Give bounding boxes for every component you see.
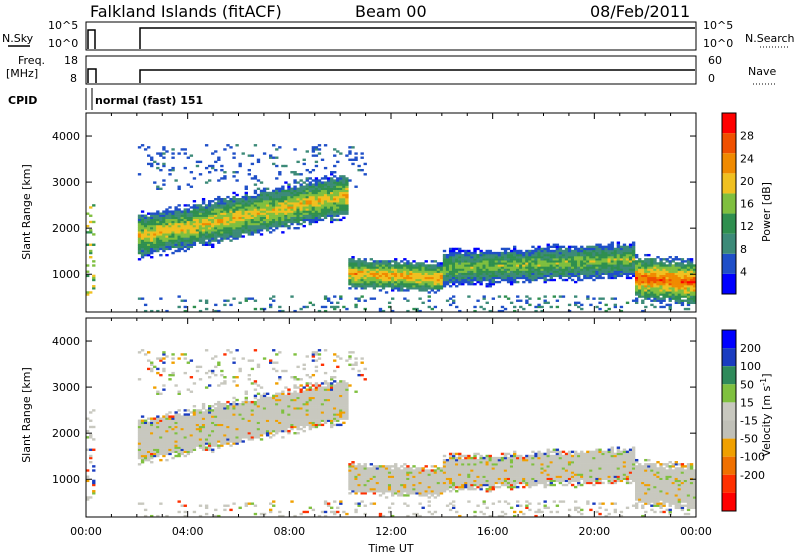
y-tick-label: 3000 [52,176,80,189]
colorbar-swatch [722,113,736,134]
power-colorbar-tick: 12 [740,220,754,233]
x-tick-label: 20:00 [578,525,610,538]
colorbar-swatch [722,133,736,154]
freq-label-2: [MHz] [6,67,38,80]
velocity-colorbar-tick: -100 [740,451,765,464]
velocity-ylabel: Slant Range [km] [20,367,33,463]
nsky-tick-top: 10^5 [48,19,78,32]
colorbar-swatch [722,253,736,274]
nsky-panel-frame [85,21,697,51]
colorbar-swatch [722,420,736,439]
power-heatmap [86,144,697,313]
colorbar-swatch [722,456,736,475]
power-colorbar: 4 8 12 16 20 24 28 [721,112,754,295]
power-ylabel: Slant Range [km] [20,164,33,260]
freq-label-1: Freq. [18,54,45,67]
freq-panel-frame [85,55,697,85]
colorbar-swatch [722,330,736,349]
nsearch-tick-bottom: 10^0 [703,37,733,50]
power-colorbar-tick: 16 [740,198,754,211]
x-tick-label: 12:00 [375,525,407,538]
nsky-trace [87,27,695,49]
nsearch-tick-top: 10^5 [703,19,733,32]
velocity-colorbar-tick: 15 [740,396,754,409]
freq-trace [87,68,695,83]
power-colorbar-tick: 28 [740,130,754,143]
x-tick-label: 16:00 [477,525,509,538]
y-tick-label: 1000 [52,268,80,281]
nsky-label: N.Sky [2,32,34,45]
nave-tick-top: 60 [708,54,722,67]
colorbar-swatch [722,153,736,174]
x-tick-label: 08:00 [273,525,305,538]
velocity-colorbar-tick: -200 [740,469,765,482]
y-tick-label: 2000 [52,222,80,235]
y-tick-label: 1000 [52,473,80,486]
colorbar-swatch [722,402,736,421]
x-tick-label: 00:00 [680,525,712,538]
power-colorbar-label: Power [dB] [760,182,773,242]
velocity-colorbar-tick: -50 [740,433,758,446]
colorbar-swatch [722,273,736,294]
y-tick-label: 4000 [52,130,80,143]
cpid-label: CPID [8,94,37,107]
x-tick-label: 00:00 [70,525,102,538]
x-axis-label: Time UT [367,542,413,554]
power-colorbar-tick: 20 [740,175,754,188]
colorbar-swatch [722,193,736,214]
colorbar-swatch [722,384,736,403]
nsearch-label: N.Search [745,32,795,45]
colorbar-swatch [722,213,736,234]
velocity-heatmap [86,349,697,518]
velocity-colorbar-tick: 200 [740,342,761,355]
date-title: 08/Feb/2011 [590,2,690,21]
x-tick-label: 04:00 [172,525,204,538]
power-colorbar-tick: 4 [740,265,747,278]
colorbar-swatch [722,173,736,194]
freq-tick-top: 18 [64,54,78,67]
y-tick-label: 2000 [52,427,80,440]
colorbar-swatch [722,366,736,385]
freq-tick-bottom: 8 [70,72,77,85]
power-colorbar-tick: 8 [740,243,747,256]
velocity-colorbar-tick: -15 [740,415,758,428]
colorbar-swatch [722,438,736,457]
velocity-colorbar-tick: 50 [740,378,754,391]
nave-tick-bottom: 0 [708,72,715,85]
colorbar-swatch [722,474,736,493]
nave-label: Nave [748,65,776,78]
colorbar-swatch [722,348,736,367]
velocity-colorbar: 200 100 50 15 -15 -50 -100 -200 [721,329,765,512]
beam-title: Beam 00 [355,2,427,21]
cpid-value: normal (fast) 151 [95,94,203,107]
station-title: Falkland Islands (fitACF) [90,2,282,21]
power-colorbar-tick: 24 [740,152,754,165]
colorbar-swatch [722,233,736,254]
y-tick-label: 3000 [52,381,80,394]
colorbar-swatch [722,492,736,511]
velocity-colorbar-tick: 100 [740,360,761,373]
velocity-colorbar-label: Velocity [m s-1] [759,373,774,456]
nsky-tick-bottom: 10^0 [48,37,78,50]
y-tick-label: 4000 [52,335,80,348]
